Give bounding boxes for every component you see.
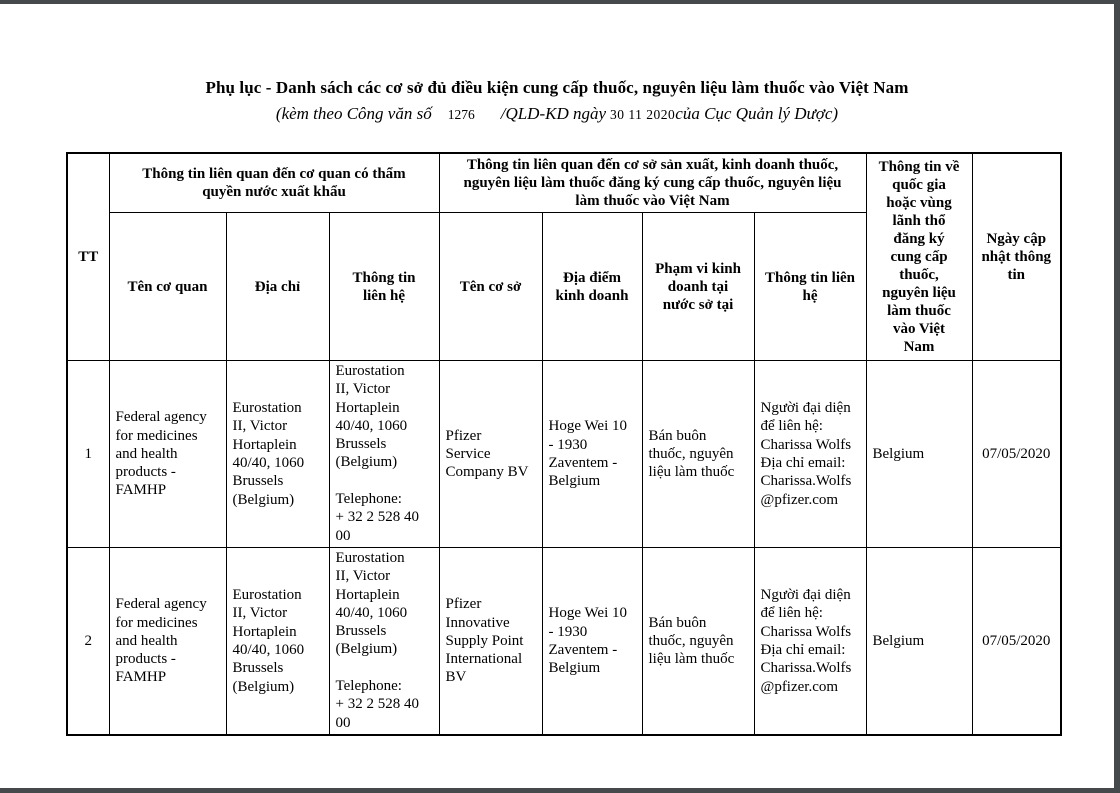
cell-business-scope: Bán buôn thuốc, nguyên liệu làm thuốc (641, 360, 755, 548)
viewer-edge-bottom (0, 788, 1120, 793)
cell-tt: 2 (66, 546, 110, 736)
col-header-updated: Ngày cập nhật thông tin (971, 152, 1062, 361)
cell-country: Belgium (865, 546, 973, 736)
cell-agency-name: Federal agency for medicines and health … (108, 546, 227, 736)
table-row: 2 Federal agency for medicines and healt… (66, 546, 1062, 736)
supplier-table: TT Thông tin liên quan đến cơ quan có th… (66, 152, 1062, 736)
cell-agency-address: Eurostation II, Victor Hortaplein 40/40,… (225, 546, 330, 736)
cell-business-scope: Bán buôn thuốc, nguyên liệu làm thuốc (641, 546, 755, 736)
cell-agency-address: Eurostation II, Victor Hortaplein 40/40,… (225, 360, 330, 548)
cell-facility-name: Pfizer Innovative Supply Point Internati… (438, 546, 543, 736)
viewer-edge-top (0, 0, 1120, 4)
col-header-agency-name: Tên cơ quan (108, 212, 227, 361)
subtitle-mid: /QLD-KD ngày (500, 104, 607, 123)
col-header-facility-name: Tên cơ sở (438, 212, 543, 361)
subtitle-suffix: của Cục Quản lý Dược) (675, 104, 839, 123)
cell-agency-contact: Eurostation II, Victor Hortaplein 40/40,… (328, 360, 440, 548)
page-subtitle: (kèm theo Công văn số 1276/QLD-KD ngày 30 … (0, 104, 1114, 124)
col-header-facility-contact: Thông tin liên hệ (753, 212, 867, 361)
col-group-facility: Thông tin liên quan đến cơ sở sản xuất, … (438, 152, 867, 213)
cell-agency-contact: Eurostation II, Victor Hortaplein 40/40,… (328, 546, 440, 736)
col-header-tt: TT (66, 152, 110, 361)
cell-agency-name: Federal agency for medicines and health … (108, 360, 227, 548)
table-row: 1 Federal agency for medicines and healt… (66, 360, 1062, 548)
viewer-edge-right (1114, 0, 1120, 793)
subtitle-prefix: (kèm theo Công văn số (275, 104, 432, 123)
page-title: Phụ lục - Danh sách các cơ sở đủ điều ki… (205, 78, 909, 97)
cell-country: Belgium (865, 360, 973, 548)
cell-facility-contact: Người đại diện để liên hệ: Charissa Wolf… (753, 546, 867, 736)
cell-updated: 07/05/2020 (971, 546, 1062, 736)
col-header-business-location: Địa điểm kinh doanh (541, 212, 643, 361)
cell-tt: 1 (66, 360, 110, 548)
dispatch-date: 30 11 2020 (610, 107, 676, 122)
col-header-agency-contact: Thông tin liên hệ (328, 212, 440, 361)
dispatch-number: 1276 (447, 107, 475, 122)
cell-facility-contact: Người đại diện để liên hệ: Charissa Wolf… (753, 360, 867, 548)
col-header-agency-address: Địa chỉ (225, 212, 330, 361)
cell-business-location: Hoge Wei 10 - 1930 Zaventem - Belgium (541, 546, 643, 736)
cell-updated: 07/05/2020 (971, 360, 1062, 548)
cell-business-location: Hoge Wei 10 - 1930 Zaventem - Belgium (541, 360, 643, 548)
col-header-country: Thông tin về quốc gia hoặc vùng lãnh thổ… (865, 152, 973, 361)
col-group-authority: Thông tin liên quan đến cơ quan có thẩm … (108, 152, 440, 213)
col-header-business-scope: Phạm vi kinh doanh tại nước sở tại (641, 212, 755, 361)
cell-facility-name: Pfizer Service Company BV (438, 360, 543, 548)
